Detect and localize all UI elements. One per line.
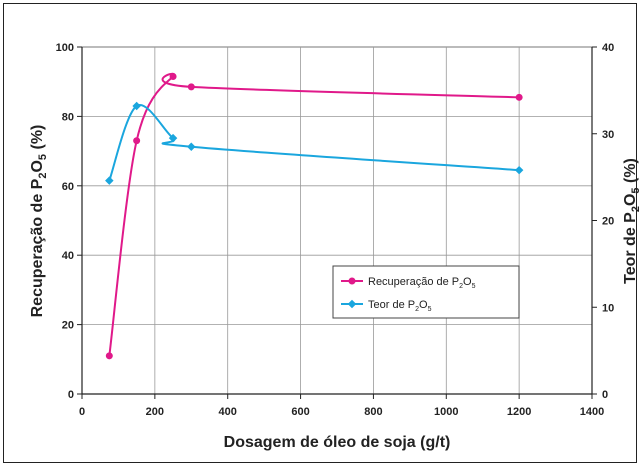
x-tick-label: 200: [146, 406, 164, 418]
x-tick-label: 1400: [580, 406, 604, 418]
data-point-recuperacao: [187, 83, 195, 91]
data-point-recuperacao: [133, 137, 141, 145]
legend-marker-recuperacao: [348, 277, 356, 285]
y-right-tick-label: 10: [602, 302, 614, 314]
data-point-teor: [105, 176, 114, 185]
x-tick-label: 800: [364, 406, 382, 418]
data-point-recuperacao: [515, 93, 523, 101]
data-point-recuperacao: [169, 72, 177, 80]
x-tick-label: 400: [219, 406, 237, 418]
x-tick-label: 0: [79, 406, 85, 418]
y-left-tick-label: 80: [62, 111, 74, 123]
y-left-tick-label: 0: [68, 389, 74, 401]
legend-box: [332, 265, 520, 319]
grid: [82, 47, 592, 394]
legend-label-recuperacao: Recuperação de P2O5: [368, 276, 476, 290]
x-tick-label: 600: [291, 406, 309, 418]
y-right-tick-label: 40: [602, 42, 614, 54]
series-group: [105, 72, 524, 360]
legend-label-teor: Teor de P2O5: [368, 299, 432, 313]
series-line-teor: [108, 104, 520, 181]
y-left-tick-label: 100: [56, 42, 74, 54]
y-left-tick-label: 60: [62, 181, 74, 193]
data-point-teor: [187, 142, 196, 152]
data-point-teor: [132, 101, 141, 111]
axes: 0 200 400 600 800 1000 1200 1400020406080100010…: [56, 42, 615, 418]
y-right-tick-label: 0: [602, 389, 608, 401]
legend: Recuperação de P2O5 Teor de P2O5: [332, 265, 520, 319]
y-left-tick-label: 20: [62, 320, 74, 332]
x-tick-label: 1200: [507, 406, 531, 418]
y-left-tick-label: 40: [62, 250, 74, 262]
plot-area: [81, 46, 593, 395]
data-point-teor: [168, 133, 178, 143]
y-axis-left-title: Recuperação de P2O5 (%): [29, 125, 49, 318]
x-tick-label: 1000: [434, 406, 458, 418]
y-right-tick-label: 20: [602, 216, 614, 228]
y-right-tick-label: 30: [602, 129, 614, 141]
y-axis-right-title: Teor de P2O5 (%): [622, 158, 642, 284]
legend-marker-teor: [347, 299, 357, 309]
x-axis-title: Dosagem de óleo de soja (g/t): [224, 434, 451, 451]
chart-frame: [3, 3, 637, 463]
data-point-recuperacao: [105, 352, 113, 360]
